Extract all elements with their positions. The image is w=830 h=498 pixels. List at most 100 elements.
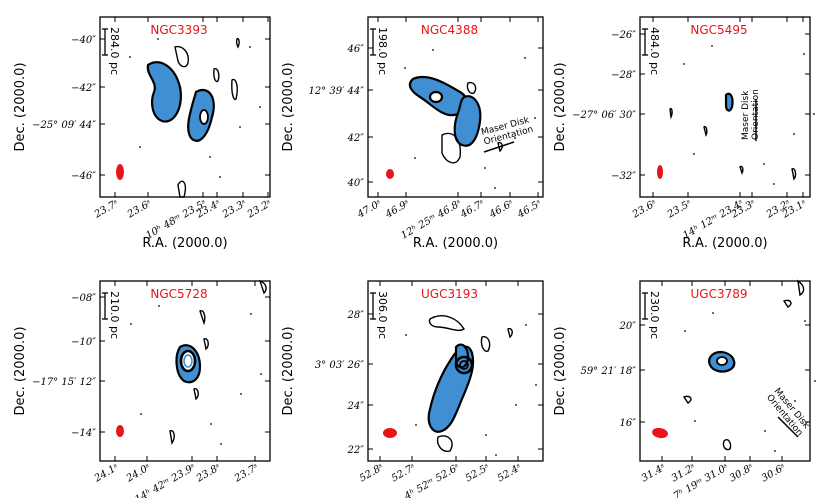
emission-contour (722, 439, 732, 451)
beam-ellipse (386, 169, 394, 179)
y-tick-label: −27° 06′ 30″ (572, 110, 636, 121)
x-tick-label: 24.0ˢ (124, 462, 153, 485)
y-tick-label: −08″ (71, 293, 96, 304)
x-tick-label: 46.9ˢ (383, 198, 412, 221)
noise-dot (694, 420, 696, 422)
emission-contour (441, 132, 461, 164)
maser-disk-orientation-bar (777, 416, 799, 438)
scale-bar-label: 284.0 pc (108, 27, 121, 75)
y-axis-label: Dec. (2000.0) (13, 326, 28, 415)
core-contour (454, 355, 474, 375)
core-contour (199, 109, 209, 125)
noise-dot (249, 46, 251, 48)
noise-dot (140, 413, 142, 415)
y-tick-label: 28″ (347, 310, 365, 321)
noise-dot (432, 49, 434, 51)
noise-dot (794, 400, 796, 402)
noise-dot (693, 153, 695, 155)
noise-dot (484, 167, 486, 169)
emission-contour (466, 81, 477, 95)
core-contour (459, 360, 469, 370)
emission-contour (453, 95, 482, 147)
noise-dot (774, 450, 776, 452)
y-axis-label: Dec. (2000.0) (13, 62, 28, 151)
orientation-text: Maser Disk (741, 90, 751, 140)
panel-ngc4388: NGC4388 198.0 pc 46″ 12° 39′ 44″ 42″ 40″ 47.0ˢ… (281, 16, 544, 251)
emission-contour (739, 165, 744, 175)
core-contour (716, 356, 728, 366)
emission-contour (199, 310, 206, 326)
x-tick-label: 23.7ˢ (232, 462, 261, 485)
noise-dot (139, 146, 141, 148)
x-tick-label: 23.7ˢ (92, 198, 121, 221)
y-axis-label: Dec. (2000.0) (553, 326, 568, 415)
noise-dot (524, 57, 526, 59)
emission-contour (213, 68, 220, 83)
y-tick-label: −26″ (611, 30, 636, 41)
x-tick-label: 46.6ˢ (487, 198, 516, 221)
noise-dot (158, 305, 160, 307)
noise-dot (210, 423, 212, 425)
galaxy-name: NGC5495 (690, 23, 747, 37)
noise-dot (514, 137, 516, 139)
scale-bar-label: 198.0 pc (376, 27, 389, 75)
noise-dot (259, 106, 261, 108)
x-tick-label: 24.1ˢ (92, 462, 121, 485)
core-contour (428, 90, 444, 104)
x-axis-label: R.A. (2000.0) (682, 236, 767, 251)
x-tick-label: 46.7ˢ (458, 198, 487, 221)
x-axis-label: R.A. (2000.0) (413, 236, 498, 251)
y-tick-label: 40″ (347, 178, 365, 189)
emission-contour (203, 338, 209, 351)
x-tick-label: 23.8ˢ (194, 462, 223, 485)
x-tick-label: 52.4ˢ (496, 462, 524, 484)
galaxy-name: NGC5728 (150, 287, 207, 301)
y-tick-label: 16″ (620, 418, 637, 429)
noise-dot (813, 113, 815, 115)
galaxy-name: UGC3193 (421, 287, 478, 301)
noise-dot (793, 133, 795, 135)
emission-contour (797, 279, 805, 297)
noise-dot (495, 454, 497, 456)
noise-dot (803, 53, 805, 55)
noise-dot (763, 163, 765, 165)
noise-dot (494, 187, 496, 189)
contour-map (404, 49, 536, 189)
emission-contour (193, 388, 199, 401)
noise-dot (239, 126, 241, 128)
contour-map (129, 37, 261, 198)
noise-dot (764, 430, 766, 432)
y-tick-label: 24″ (347, 401, 365, 412)
x-tick-label: 52.8ˢ (358, 462, 386, 484)
y-tick-label: 22″ (347, 445, 365, 456)
x-tick-label: 31.4ˢ (640, 462, 668, 484)
contour-map (669, 45, 815, 185)
y-tick-label: 42″ (347, 133, 365, 144)
noise-dot (129, 56, 131, 58)
emission-contour (235, 37, 240, 49)
emission-contour (791, 167, 797, 181)
y-tick-label: −28″ (611, 70, 636, 81)
maser-disk-orientation-bar (483, 141, 515, 153)
orientation-text: Orientation (751, 89, 761, 140)
x-tick-label: 30.8ˢ (728, 462, 756, 484)
y-tick-label: −46″ (71, 171, 96, 182)
noise-dot (804, 320, 806, 322)
noise-dot (525, 324, 527, 326)
emission-contour (428, 315, 465, 332)
noise-dot (814, 380, 816, 382)
contour-map (405, 315, 537, 456)
x-tick-label: 23.3ˢ (220, 198, 249, 221)
x-tick-label: 23.6ˢ (125, 198, 154, 221)
contour-map (682, 279, 816, 452)
y-tick-label: 12° 39′ 44″ (308, 86, 364, 97)
scale-bar-label: 306.0 pc (376, 291, 389, 339)
noise-dot (485, 434, 487, 436)
y-tick-label: 20″ (619, 321, 637, 332)
y-tick-label: −14″ (71, 428, 96, 439)
noise-dot (157, 38, 159, 40)
